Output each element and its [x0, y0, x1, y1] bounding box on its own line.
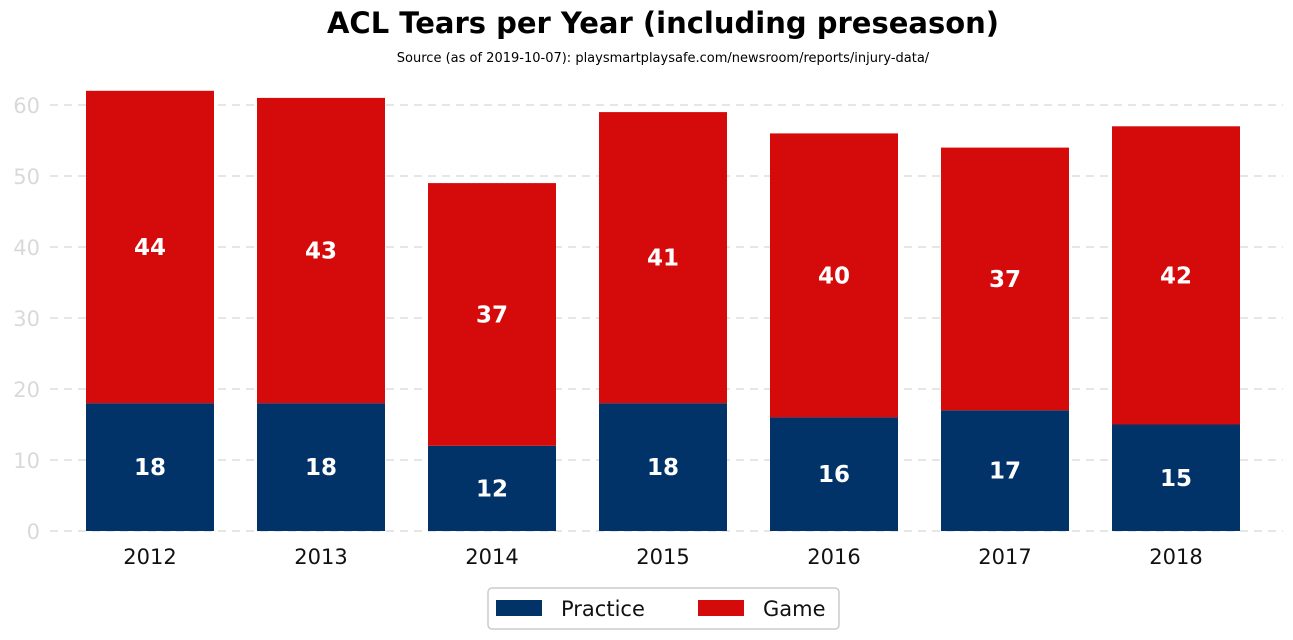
bar-label-game-2017: 37 [989, 267, 1021, 293]
bar-label-game-2014: 37 [476, 302, 508, 328]
bar-game-2014 [428, 183, 556, 446]
legend-box [487, 587, 840, 630]
chart-title: ACL Tears per Year (including preseason) [327, 6, 999, 40]
bar-game-2012 [86, 90, 214, 404]
bar-label-game-2012: 44 [134, 235, 166, 261]
y-tick-label: 10 [13, 449, 40, 473]
bar-game-2017 [941, 147, 1069, 411]
bar-label-practice-2013: 18 [305, 455, 337, 481]
bar-label-practice-2015: 18 [647, 455, 679, 481]
bar-label-practice-2018: 15 [1160, 466, 1192, 492]
bar-practice-2015 [599, 403, 727, 531]
bar-game-2015 [599, 112, 727, 404]
bar-label-game-2013: 43 [305, 239, 337, 265]
y-tick-label: 50 [13, 165, 40, 189]
x-tick-label: 2014 [465, 545, 518, 569]
bar-practice-2012 [86, 403, 214, 531]
bar-practice-2014 [428, 445, 556, 531]
bar-game-2018 [1112, 126, 1240, 425]
x-tick-label: 2015 [636, 545, 689, 569]
bar-practice-2013 [257, 403, 385, 531]
bar-label-game-2016: 40 [818, 263, 850, 289]
bar-game-2016 [770, 133, 898, 418]
x-axis-ticks: 2012 2013 2014 2015 2016 2017 2018 [123, 545, 1202, 569]
x-tick-label: 2013 [294, 545, 347, 569]
bar-label-game-2018: 42 [1160, 263, 1192, 289]
legend-swatch-game [698, 600, 744, 616]
bar-practice-2018 [1112, 424, 1240, 531]
bars [86, 90, 1240, 531]
bar-practice-2016 [770, 417, 898, 531]
legend-label-game: Game [763, 597, 826, 621]
x-tick-label: 2012 [123, 545, 176, 569]
bar-label-game-2015: 41 [647, 246, 679, 272]
y-tick-label: 0 [27, 520, 40, 544]
bar-label-practice-2012: 18 [134, 455, 166, 481]
x-tick-label: 2018 [1149, 545, 1202, 569]
bar-labels: 18 44 18 43 12 37 18 41 16 40 17 37 15 42 [134, 235, 1192, 502]
chart-subtitle: Source (as of 2019-10-07): playsmartplay… [397, 51, 930, 66]
y-tick-label: 60 [13, 94, 40, 118]
y-tick-label: 30 [13, 307, 40, 331]
legend: Practice Game [487, 587, 840, 630]
y-axis-ticks: 0 10 20 30 40 50 60 [13, 94, 40, 544]
bar-label-practice-2017: 17 [989, 459, 1021, 485]
bar-practice-2017 [941, 410, 1069, 531]
x-tick-label: 2016 [807, 545, 860, 569]
bar-game-2013 [257, 97, 385, 404]
legend-label-practice: Practice [561, 597, 645, 621]
bar-label-practice-2016: 16 [818, 462, 850, 488]
legend-swatch-practice [496, 600, 542, 616]
x-tick-label: 2017 [978, 545, 1031, 569]
y-tick-label: 20 [13, 378, 40, 402]
bar-label-practice-2014: 12 [476, 476, 508, 502]
y-tick-label: 40 [13, 236, 40, 260]
